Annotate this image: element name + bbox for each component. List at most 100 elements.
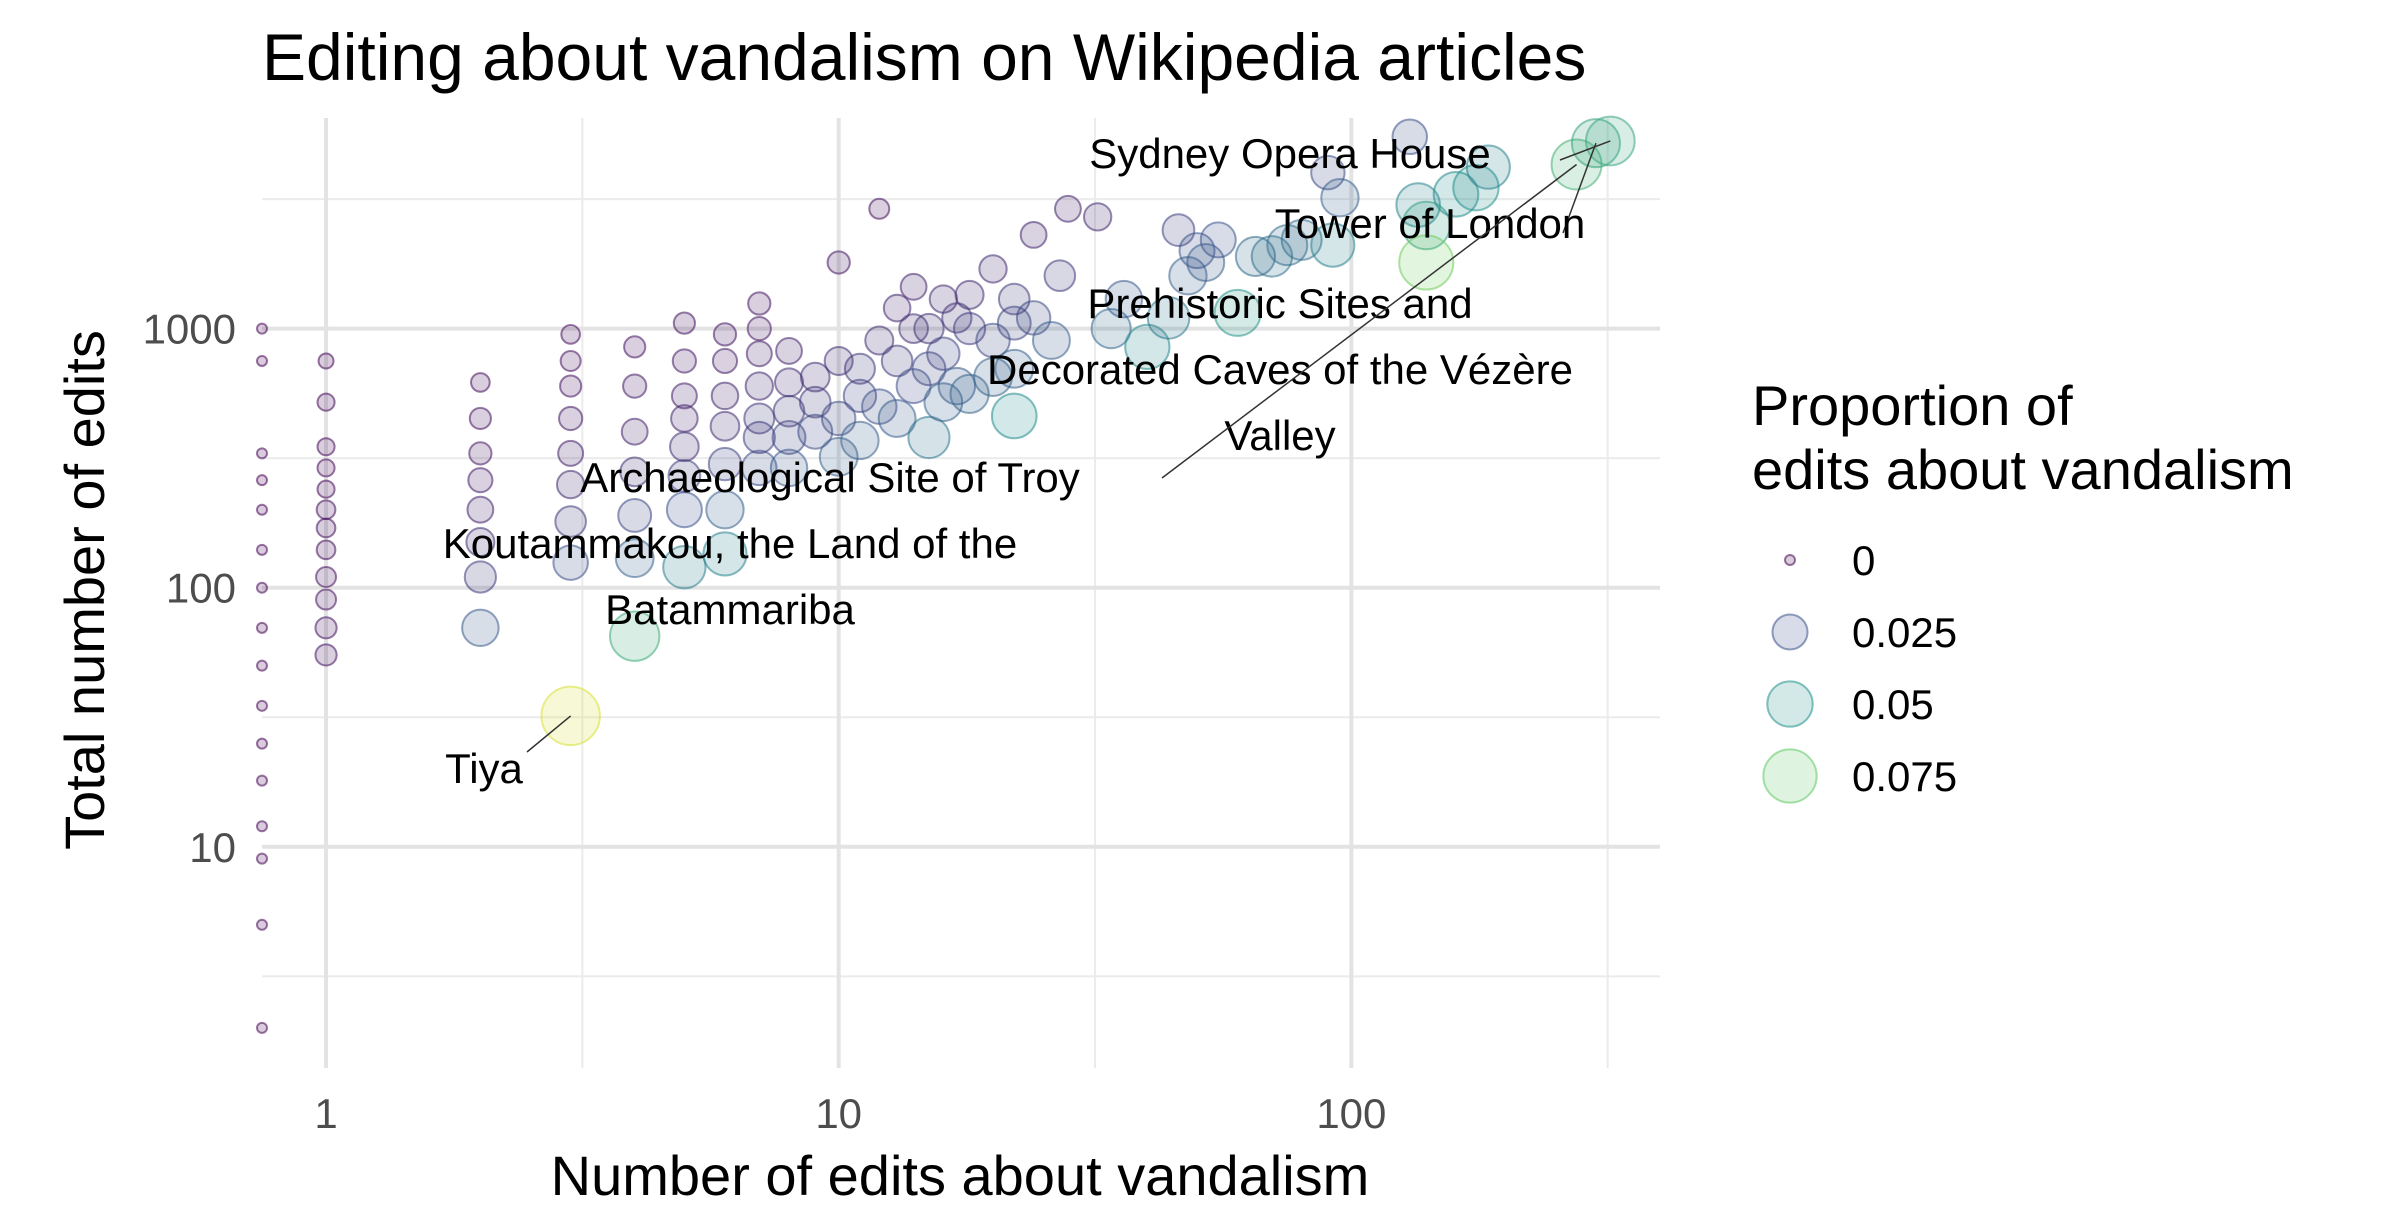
data-point: [1310, 222, 1356, 268]
data-points: [256, 115, 1636, 1034]
x-tick-label: 10: [815, 1090, 862, 1137]
data-point: [771, 420, 807, 455]
data-point: [315, 499, 337, 521]
annotation-label: Valley: [1224, 412, 1335, 459]
data-point: [743, 402, 776, 435]
legend-label: 0: [1852, 537, 1875, 584]
data-point: [256, 543, 268, 556]
data-point: [623, 335, 647, 359]
data-point: [558, 405, 584, 432]
data-point: [1199, 221, 1237, 259]
data-point: [314, 616, 338, 640]
point-annotations: Sydney Opera House Tower of London Prehist…: [443, 130, 1611, 792]
legend-key: [1771, 613, 1809, 651]
data-point: [741, 449, 778, 487]
data-point: [840, 420, 880, 461]
data-point: [316, 479, 336, 499]
data-point: [256, 581, 268, 594]
x-tick-label: 1: [314, 1090, 337, 1137]
data-point: [711, 347, 739, 375]
data-point: [256, 820, 268, 833]
data-point: [949, 373, 990, 414]
data-point: [554, 505, 587, 538]
annotation-label: Archaeological Site of Troy: [580, 454, 1080, 501]
data-point: [1186, 243, 1226, 282]
data-point: [671, 348, 697, 374]
data-point: [256, 699, 268, 712]
data-point: [256, 659, 268, 672]
chart-title: Editing about vandalism on Wikipedia art…: [262, 20, 1586, 94]
data-point: [463, 560, 497, 594]
annotation-label: Tiya: [445, 745, 523, 792]
legend-key: [1766, 680, 1814, 728]
data-point: [880, 344, 914, 378]
data-point: [1043, 259, 1077, 293]
data-point: [317, 352, 335, 370]
data-point: [710, 381, 740, 411]
y-tick-label: 1000: [143, 306, 236, 353]
legend-key: [1784, 554, 1796, 566]
data-point: [799, 361, 831, 393]
data-point: [316, 437, 336, 457]
data-point: [864, 325, 895, 356]
legend-label: 0.025: [1852, 609, 1957, 656]
data-point: [911, 351, 947, 387]
data-point: [842, 378, 878, 414]
data-point: [1083, 202, 1113, 232]
data-point: [1090, 308, 1132, 350]
data-point: [1234, 235, 1277, 277]
data-point: [712, 322, 738, 347]
data-point: [466, 495, 495, 524]
data-point: [899, 272, 928, 301]
data-point: [465, 527, 496, 558]
data-point: [316, 392, 336, 412]
data-point: [672, 311, 696, 335]
annotation-leader-line: [1161, 163, 1578, 479]
data-point: [559, 349, 582, 372]
data-point: [256, 503, 268, 516]
data-point: [1465, 144, 1511, 190]
legend-label: 0.075: [1852, 753, 1957, 800]
data-point: [662, 544, 707, 590]
data-point: [1584, 115, 1636, 167]
annotation-leader-line: [1559, 140, 1611, 161]
legend-key: [1762, 748, 1818, 804]
data-point: [1213, 288, 1262, 337]
data-point: [818, 436, 859, 477]
legend-label: 0.05: [1852, 681, 1934, 728]
data-point: [256, 322, 268, 335]
data-point: [620, 417, 649, 446]
data-point: [1031, 321, 1071, 360]
data-point: [1104, 279, 1144, 319]
data-point: [256, 852, 268, 865]
data-point: [1019, 220, 1048, 249]
data-point: [843, 352, 876, 385]
data-point: [619, 456, 651, 488]
annotation-leader-line: [1562, 142, 1597, 234]
data-point: [1146, 296, 1191, 340]
data-point: [461, 608, 500, 648]
data-point: [557, 439, 585, 467]
data-point: [868, 197, 891, 220]
data-point: [617, 498, 653, 533]
data-point: [667, 459, 702, 493]
data-point: [609, 610, 661, 662]
data-point: [316, 458, 336, 478]
y-axis-title: Total number of edits: [53, 330, 116, 850]
data-point: [256, 737, 268, 750]
data-point: [742, 420, 776, 455]
data-point: [826, 250, 851, 275]
data-point: [978, 254, 1008, 284]
data-point: [990, 392, 1038, 440]
legend-title: Proportion of: [1752, 374, 2073, 437]
data-point: [1161, 213, 1196, 248]
data-point: [745, 340, 773, 368]
data-point: [744, 371, 774, 401]
data-point: [937, 366, 977, 406]
data-point: [709, 410, 741, 442]
data-point: [923, 382, 964, 423]
data-point: [670, 404, 699, 433]
data-point: [1310, 154, 1346, 191]
data-point: [614, 538, 655, 579]
